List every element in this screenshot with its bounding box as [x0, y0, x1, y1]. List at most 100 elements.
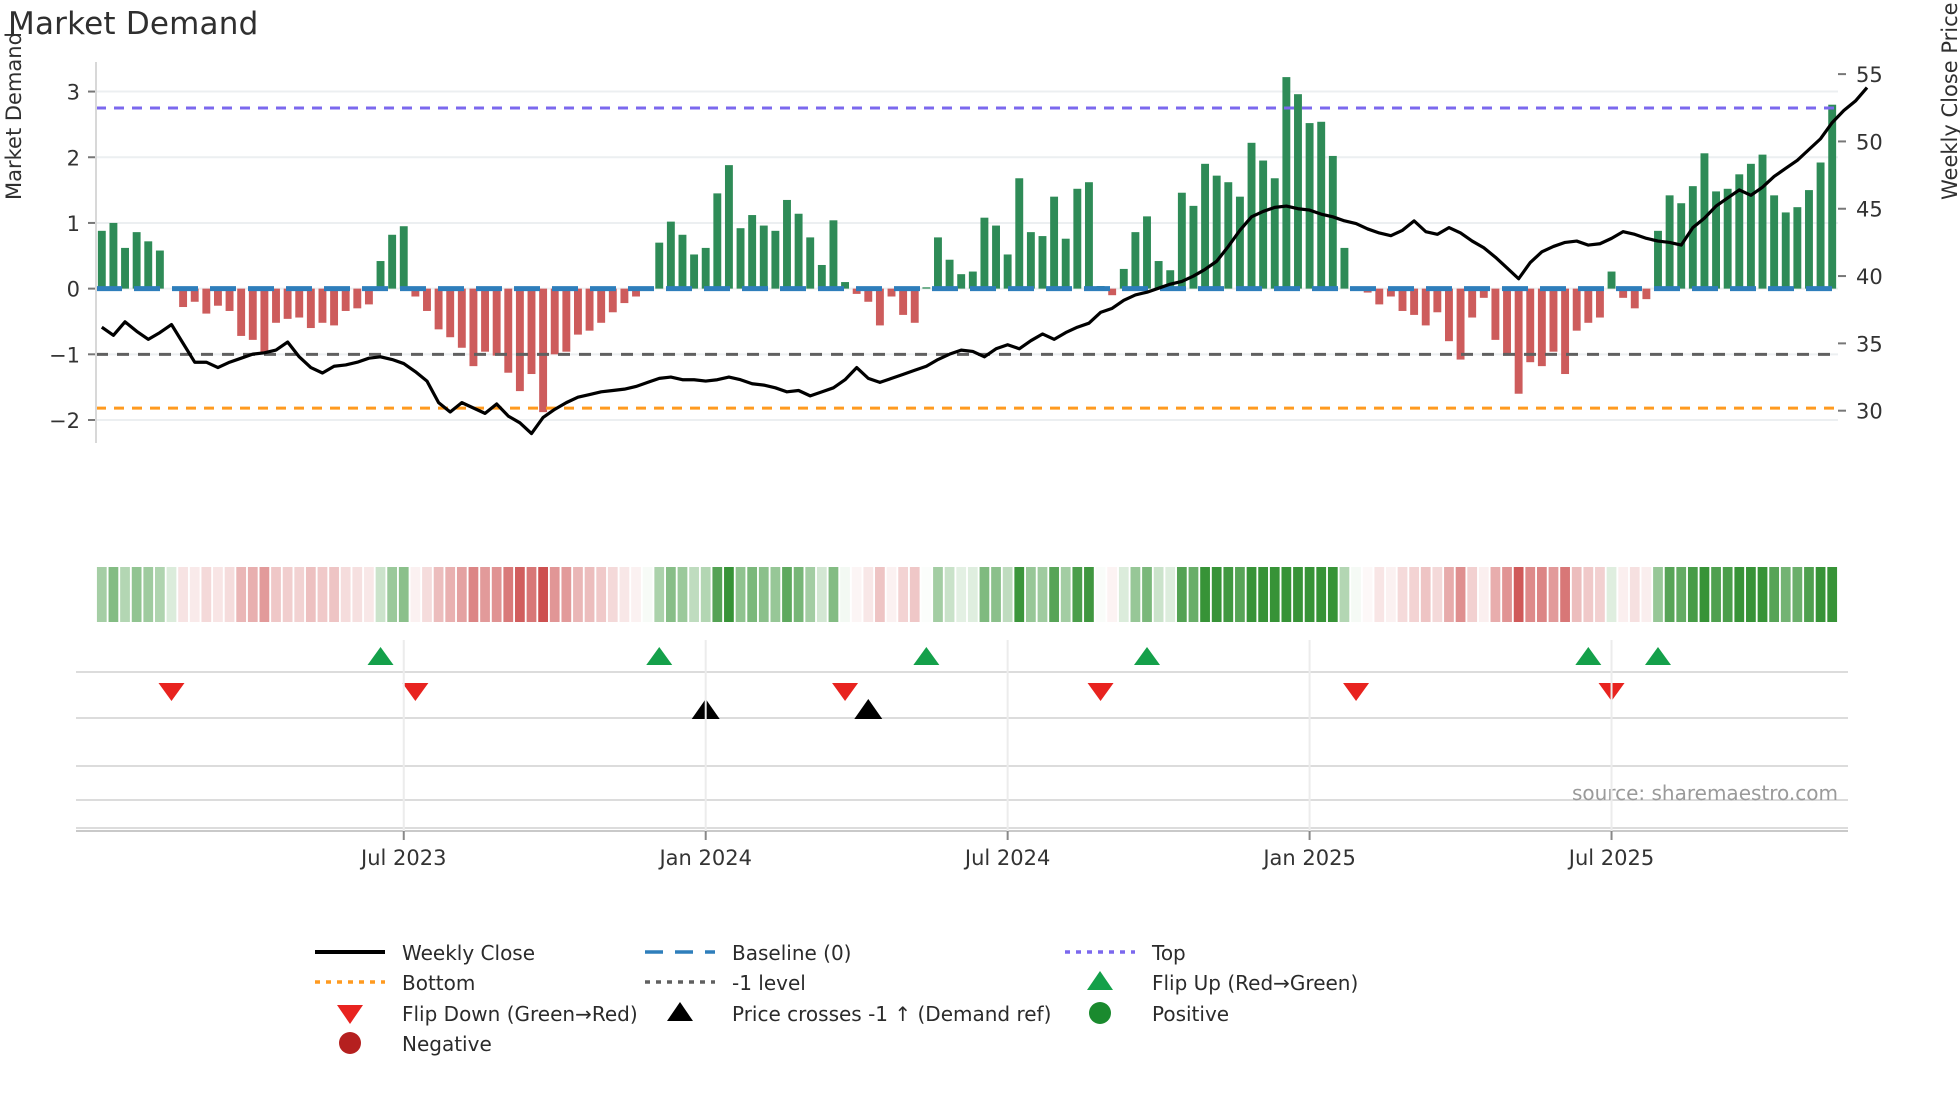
heatmap-strip-cell	[1362, 567, 1373, 622]
demand-bar-negative	[248, 288, 257, 340]
heatmap-strip-cell	[770, 567, 781, 622]
heatmap-strip-cell	[329, 567, 339, 622]
demand-bar-negative	[434, 288, 443, 330]
heatmap-strip-cell	[1699, 567, 1710, 622]
heatmap-strip-cell	[967, 567, 978, 622]
heatmap-strip-cell	[573, 567, 583, 622]
heatmap-strip-cell	[561, 567, 572, 622]
heatmap-strip-cell	[1664, 567, 1675, 622]
demand-bar-negative	[864, 288, 873, 302]
heatmap-strip-cell	[933, 567, 943, 622]
demand-bar-positive	[1119, 268, 1128, 289]
heatmap-strip-cell	[1130, 567, 1141, 622]
demand-bar-negative	[852, 288, 861, 294]
legend-label: Flip Up (Red→Green)	[1152, 971, 1358, 995]
heatmap-strip-cell	[1211, 567, 1222, 622]
demand-bar-negative	[411, 288, 420, 297]
heatmap-strip-cell	[1200, 567, 1210, 622]
heatmap-strip-cell	[247, 567, 258, 622]
demand-bar-positive	[1270, 178, 1279, 289]
heatmap-strip-cell	[1571, 567, 1582, 622]
heatmap-strip-cell	[1722, 567, 1733, 622]
demand-bar-positive	[1282, 77, 1291, 289]
y-tick-label-left: 2	[67, 146, 80, 170]
heatmap-strip-cell	[1734, 567, 1745, 622]
demand-bar-positive	[1770, 195, 1779, 289]
demand-bar-positive	[1294, 94, 1302, 289]
heatmap-strip-cell	[1002, 567, 1013, 622]
heatmap-strip-cell	[1455, 567, 1466, 622]
demand-bar-positive	[1317, 121, 1326, 289]
weekly-close-line	[100, 86, 1869, 436]
heatmap-strip-cell	[1560, 567, 1570, 622]
heatmap-strip-cell	[1478, 567, 1489, 622]
heatmap-strip-cell	[1316, 567, 1327, 622]
heatmap-strip-cell	[1025, 567, 1036, 622]
demand-bar-positive	[678, 234, 687, 289]
demand-bar-negative	[574, 288, 582, 335]
demand-bar-negative	[1549, 288, 1558, 352]
legend-swatch-triangle-down	[337, 1005, 363, 1024]
demand-bar-positive	[1038, 236, 1047, 289]
demand-bar-positive	[1143, 216, 1151, 289]
demand-bar-negative	[504, 288, 513, 373]
heatmap-strip-cell	[1281, 567, 1292, 622]
demand-bar-negative	[260, 288, 269, 354]
price-cross-up-marker	[854, 699, 883, 719]
heatmap-strip-cell	[352, 567, 363, 622]
heatmap-strip-cell	[1769, 567, 1780, 622]
legend-swatch-triangle-up	[1087, 971, 1113, 990]
heatmap-strip-cell	[1432, 567, 1443, 622]
heatmap-strip-cell	[1687, 567, 1698, 622]
heatmap-strip-cell	[1629, 567, 1640, 622]
heatmap-strip-cell	[1815, 567, 1826, 622]
demand-bar-negative	[1479, 288, 1488, 298]
heatmap-strip-cell	[712, 567, 723, 622]
heatmap-strip-cell	[689, 567, 699, 622]
heatmap-strip-cell	[1072, 567, 1083, 622]
heatmap-strip-cell	[143, 567, 154, 622]
heatmap-strip-cell	[1049, 567, 1059, 622]
y-tick-label-left: −2	[49, 409, 80, 433]
heatmap-strip-cell	[1676, 567, 1687, 622]
demand-bar-positive	[1224, 182, 1233, 289]
y-tick-label-left: 1	[67, 212, 80, 236]
demand-bar-negative	[608, 288, 617, 313]
heatmap-strip-cell	[1037, 567, 1048, 622]
demand-bar-negative	[423, 288, 431, 311]
heatmap-strip-cell	[387, 567, 398, 622]
demand-bar-negative	[1491, 288, 1500, 340]
heatmap-strip-cell	[677, 567, 688, 622]
heatmap-strip-cell	[886, 567, 897, 622]
demand-bar-negative	[875, 288, 884, 326]
demand-bar-positive	[121, 247, 129, 289]
heatmap-strip-cell	[956, 567, 967, 622]
heatmap-strip-cell	[863, 567, 874, 622]
demand-bar-negative	[585, 288, 594, 331]
demand-bar-positive	[829, 220, 838, 289]
heatmap-strip-cell	[317, 567, 328, 622]
flip-down-marker	[402, 683, 429, 701]
heatmap-strip-cell	[631, 567, 641, 622]
heatmap-strip-cell	[642, 567, 653, 622]
demand-bar-negative	[1108, 288, 1117, 296]
demand-bar-positive	[817, 264, 826, 289]
demand-bar-negative	[1398, 288, 1407, 311]
demand-bar-positive	[1746, 163, 1755, 289]
demand-bar-positive	[980, 217, 989, 289]
heatmap-strip-cell	[1153, 567, 1164, 622]
legend-label: Bottom	[402, 971, 475, 995]
heatmap-strip-cell	[364, 567, 374, 622]
demand-bar-negative	[515, 288, 524, 392]
heatmap-strip-cell	[1536, 567, 1547, 622]
y-tick-label-left: 0	[67, 278, 80, 302]
demand-bar-negative	[295, 288, 304, 318]
heatmap-strip-cell	[1304, 567, 1315, 622]
demand-bar-positive	[1003, 254, 1012, 289]
heatmap-strip-cell	[1293, 567, 1303, 622]
y-tick-label-left: 3	[67, 81, 80, 105]
demand-bar-positive	[759, 225, 768, 289]
demand-bar-positive	[1723, 188, 1732, 289]
y-tick-label-right: 45	[1856, 198, 1883, 222]
